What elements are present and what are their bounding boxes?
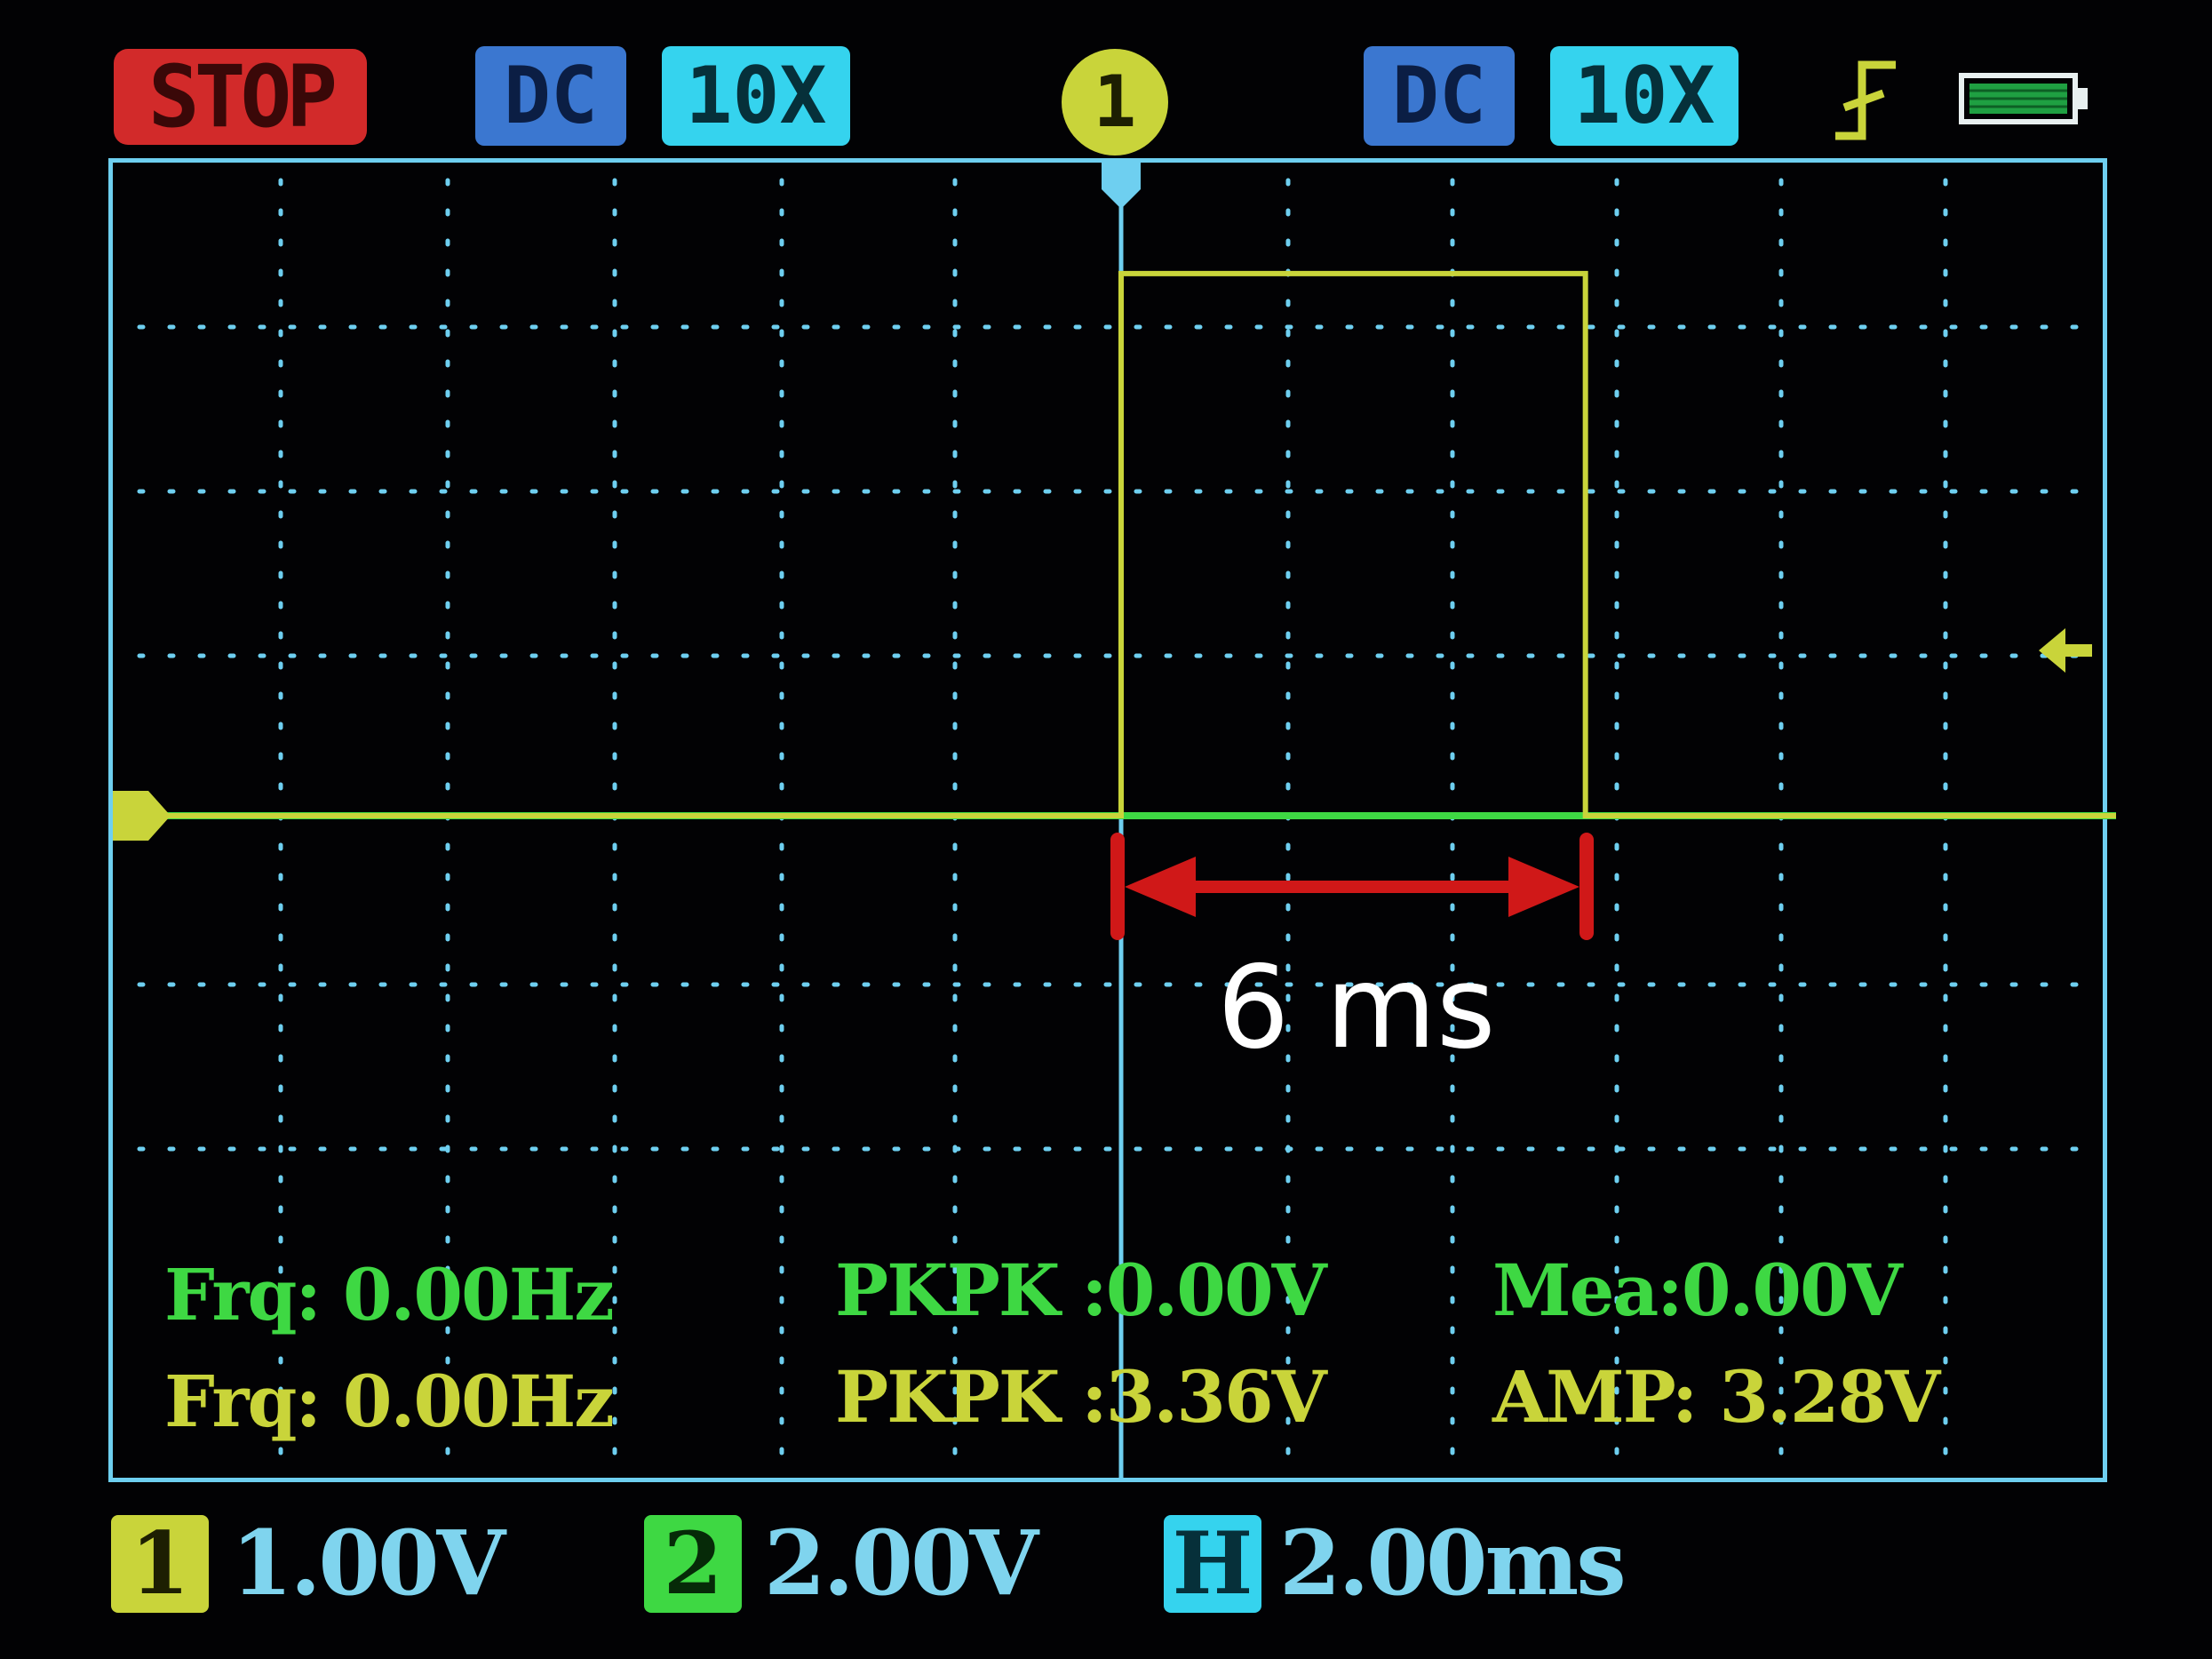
ch2-frequency-readout: Frq: 0.00Hz bbox=[164, 1253, 615, 1336]
ch2-mean-readout: Mea:0.00V bbox=[1492, 1248, 1903, 1332]
ch1-pkpk-readout: PKPK :3.36V bbox=[835, 1355, 1327, 1439]
ch1-amplitude-readout: AMP: 3.28V bbox=[1492, 1355, 1940, 1439]
annotation-arrowhead-right bbox=[1508, 857, 1579, 917]
timebase-indicator[interactable]: H bbox=[1164, 1515, 1261, 1613]
stop-button[interactable]: STOP bbox=[114, 49, 367, 145]
trigger-level-arrow bbox=[2039, 628, 2092, 673]
waveform-display[interactable] bbox=[108, 158, 2107, 1482]
ch1-indicator[interactable]: 1 bbox=[111, 1515, 209, 1613]
timebase-time-per-div[interactable]: 2.00ms bbox=[1279, 1511, 1627, 1615]
annotation-arrowhead-left bbox=[1125, 857, 1196, 917]
ch1-probe-badge[interactable]: 10X bbox=[662, 46, 850, 146]
ch2-indicator[interactable]: 2 bbox=[644, 1515, 742, 1613]
ch2-probe-badge[interactable]: 10X bbox=[1550, 46, 1739, 146]
battery-icon bbox=[1959, 73, 2088, 124]
ch1-waveform bbox=[126, 270, 2116, 818]
ch2-coupling-badge[interactable]: DC bbox=[1364, 46, 1515, 146]
pulse-width-annotation: 6 ms bbox=[1217, 942, 1496, 1074]
ch1-ground-marker bbox=[113, 791, 171, 841]
ch1-coupling-badge[interactable]: DC bbox=[475, 46, 626, 146]
rising-edge-icon[interactable] bbox=[1830, 58, 1901, 142]
ch2-pkpk-readout: PKPK :0.00V bbox=[835, 1248, 1327, 1332]
ch1-volts-per-div[interactable]: 1.00V bbox=[231, 1511, 505, 1615]
trigger-position-marker bbox=[1102, 163, 1141, 209]
ch1-frequency-readout: Frq: 0.00Hz bbox=[164, 1360, 615, 1443]
trigger-channel-indicator[interactable]: 1 bbox=[1062, 49, 1168, 156]
ch2-volts-per-div[interactable]: 2.00V bbox=[764, 1511, 1038, 1615]
